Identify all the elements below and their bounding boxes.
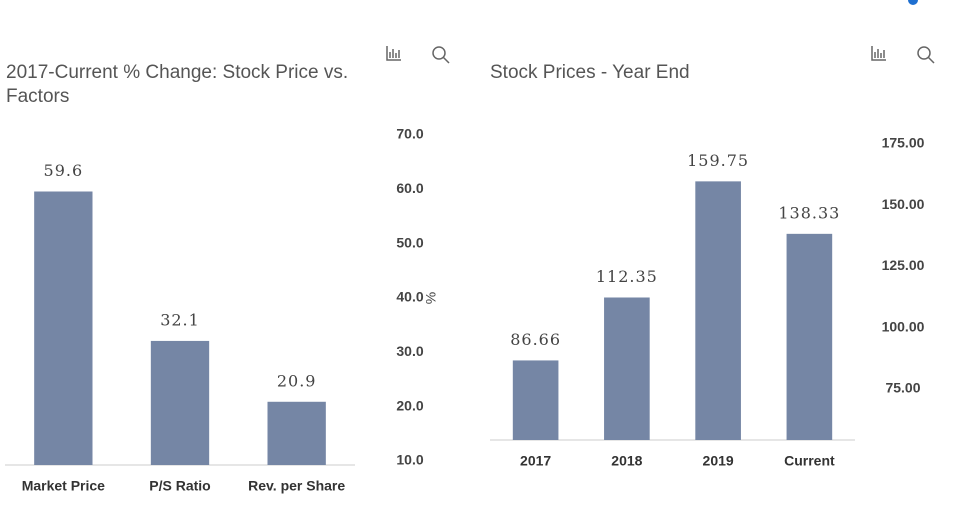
bar: [512, 360, 559, 440]
search-icon-handle: [442, 56, 450, 64]
y-tick-label: 70.0: [396, 126, 423, 142]
value-label: 138.33: [778, 203, 840, 222]
settings-icon[interactable]: [908, 0, 918, 5]
bar: [150, 340, 210, 465]
x-tick-label: Rev. per Share: [248, 478, 345, 494]
chart-icon[interactable]: [386, 46, 401, 61]
x-tick-label: P/S Ratio: [149, 478, 210, 494]
chart-title: Stock Prices - Year End: [490, 62, 690, 83]
value-label: 86.66: [510, 330, 561, 349]
y-tick-label: 10.0: [396, 452, 423, 468]
y-tick-label: 30.0: [396, 343, 423, 359]
bar: [34, 191, 93, 466]
y-axis-label: %: [423, 292, 439, 304]
chart-icon[interactable]: [871, 46, 886, 61]
y-tick-label: 40.0: [396, 289, 423, 305]
y-tick-label: 50.0: [396, 234, 423, 250]
search-icon[interactable]: [917, 46, 931, 60]
y-tick-label: 20.0: [396, 397, 423, 413]
bar: [695, 181, 741, 441]
search-icon-handle: [927, 56, 935, 64]
x-tick-label: Market Price: [22, 478, 105, 494]
y-tick-label: 125.00: [882, 257, 925, 273]
x-tick-label: 2018: [611, 453, 642, 469]
y-tick-label: 175.00: [882, 135, 925, 151]
y-tick-label: 150.00: [882, 196, 925, 212]
y-tick-label: 75.00: [885, 380, 920, 396]
toolbar[interactable]: [386, 46, 935, 64]
value-label: 112.35: [596, 267, 658, 286]
search-icon[interactable]: [432, 46, 446, 60]
y-tick-label: 60.0: [396, 180, 423, 196]
chart-title: 2017-Current % Change: Stock Price vs. F…: [6, 62, 349, 107]
x-tick-label: 2017: [520, 453, 551, 469]
bar: [267, 401, 326, 465]
value-label: 159.75: [687, 151, 749, 170]
y-tick-label: 100.00: [882, 318, 925, 334]
bar: [604, 297, 650, 440]
value-label: 59.6: [44, 161, 84, 180]
x-tick-label: 2019: [703, 453, 734, 469]
value-label: 32.1: [160, 310, 200, 329]
x-tick-label: Current: [784, 453, 835, 469]
bar: [786, 233, 833, 440]
value-label: 20.9: [277, 371, 317, 390]
